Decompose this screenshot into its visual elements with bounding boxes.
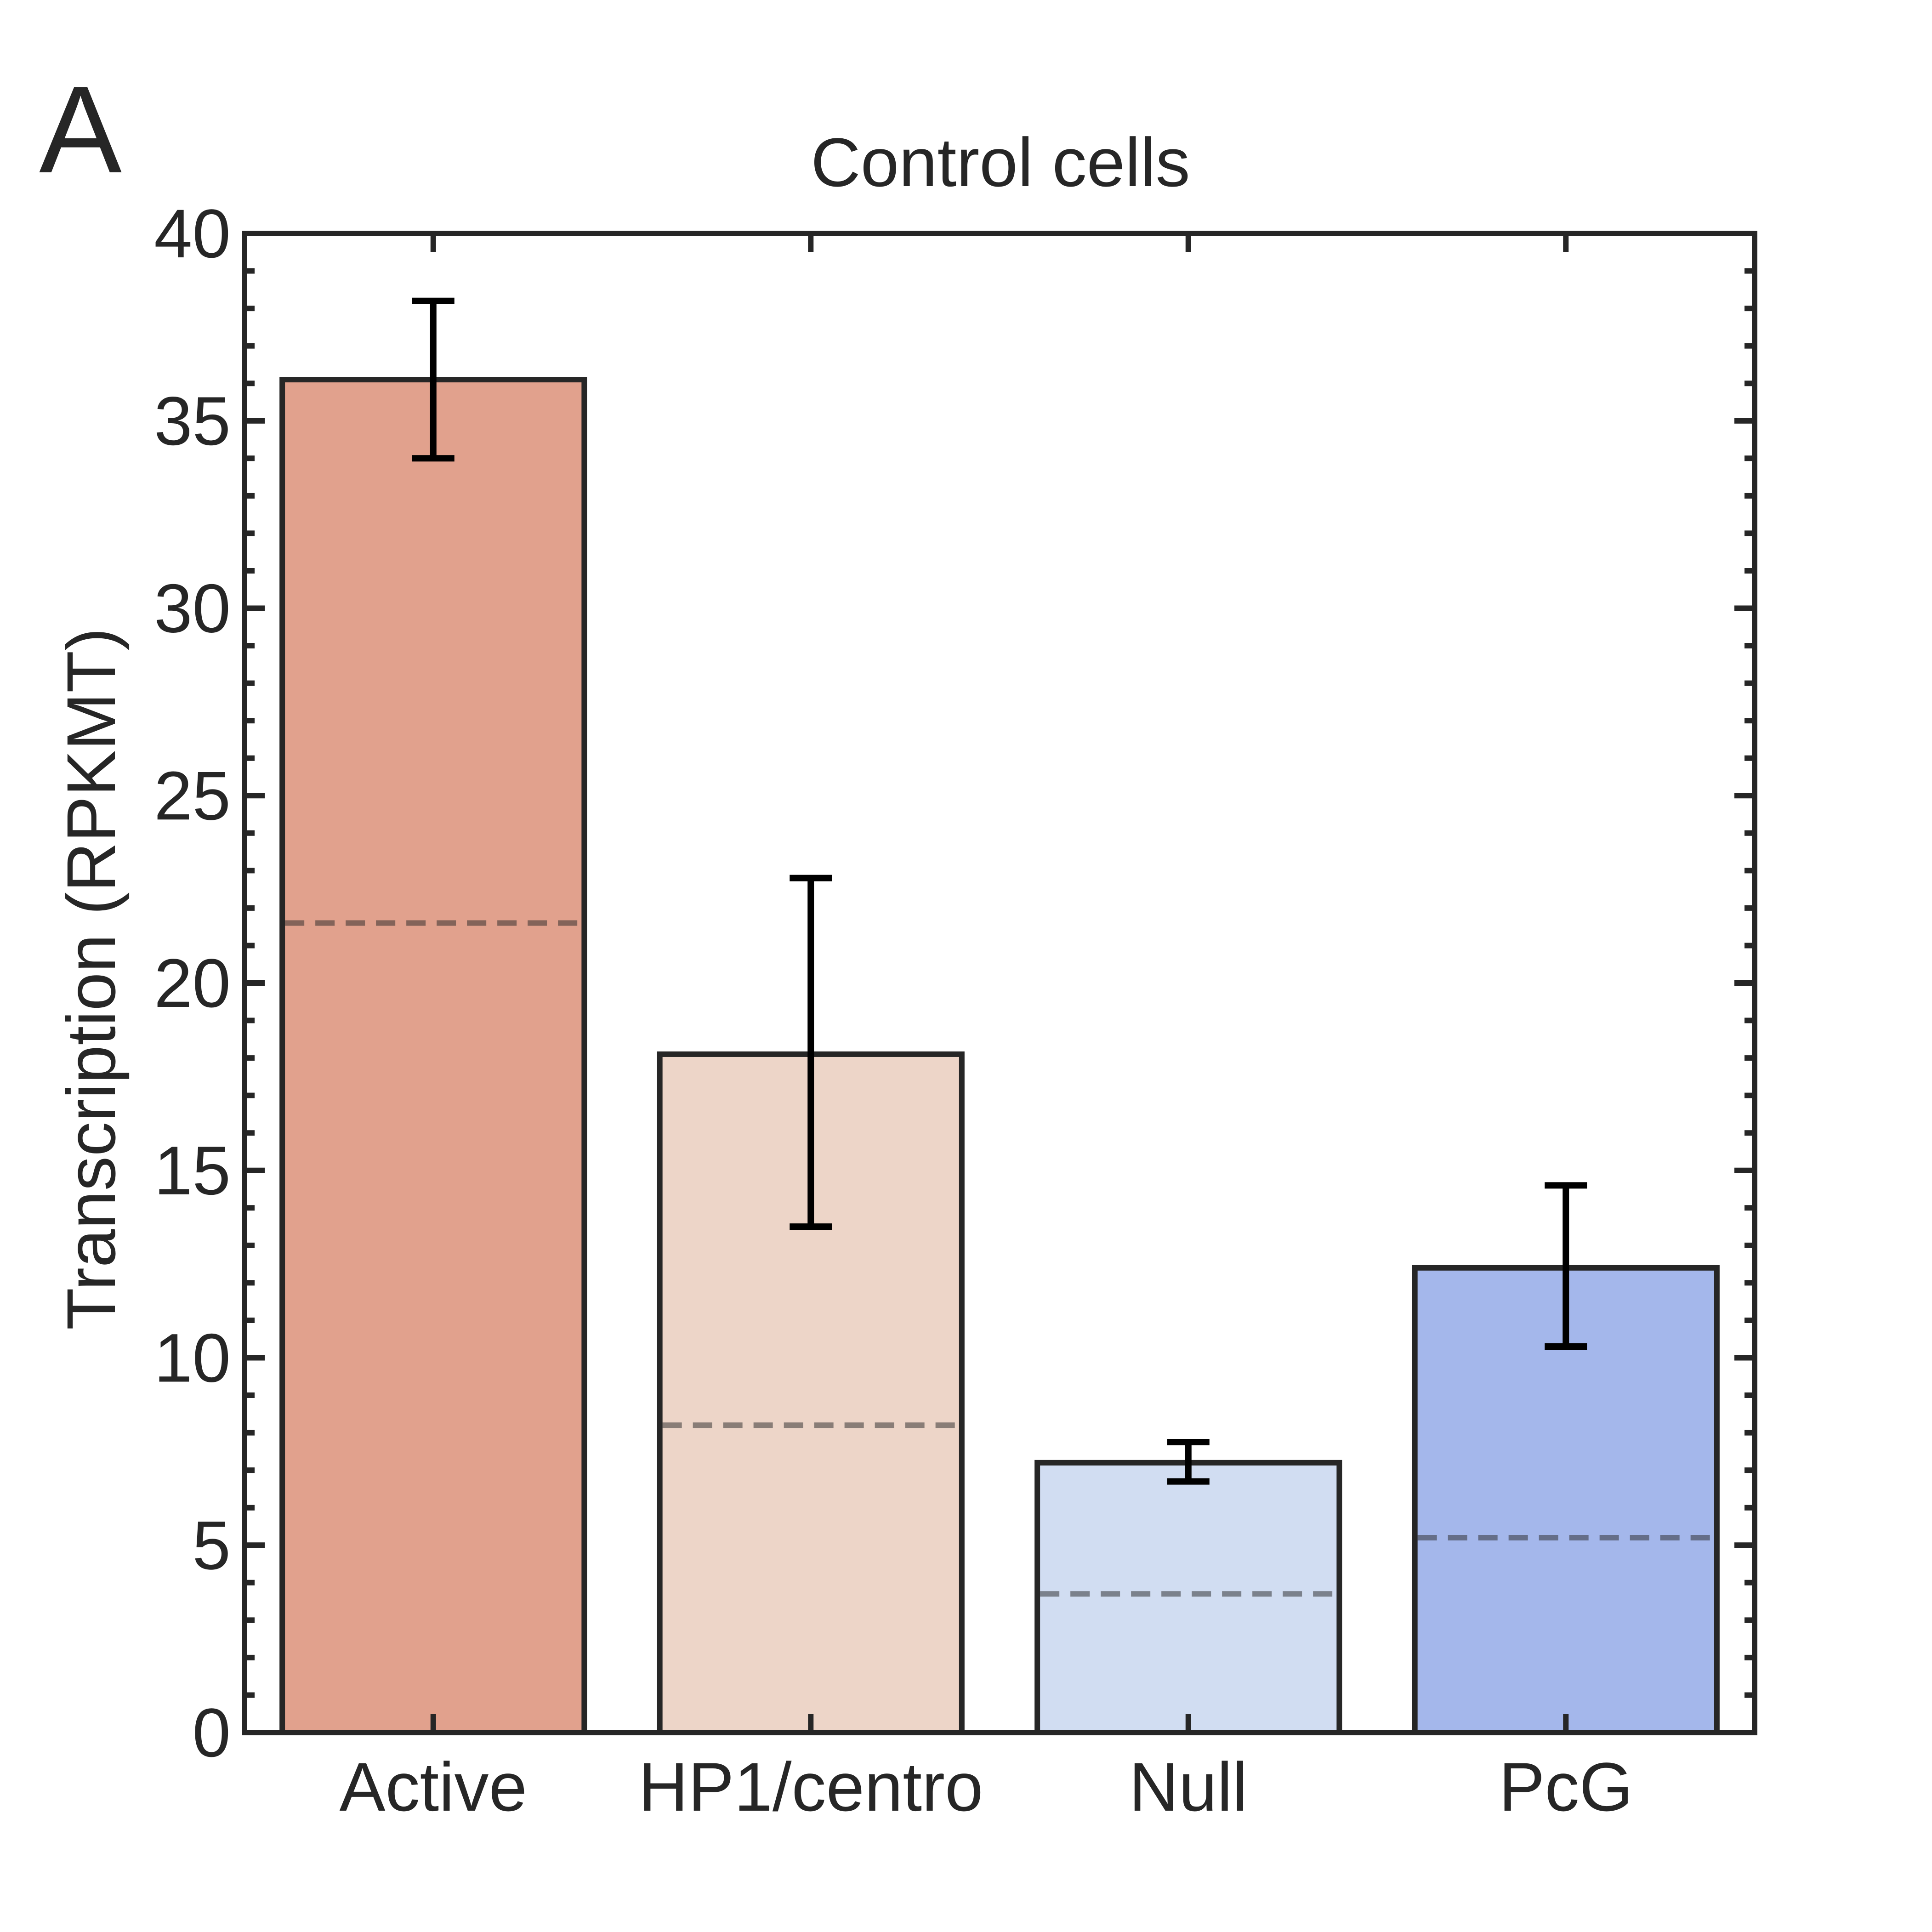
y-axis-label: Transcription (RPKMT) [52,628,130,1330]
plot-area: Active HP1/centro Null PcG 0 5 10 15 20 25 30 35 40 [154,195,1757,1825]
y-tick-label: 15 [154,1132,231,1209]
x-tick-label-0: Active [340,1748,527,1825]
chart-title: Control cells [811,124,1190,201]
y-tick-label: 10 [154,1319,231,1397]
y-tick-label: 40 [154,195,231,272]
panel-label: A [39,61,122,199]
x-tick-label-1: HP1/centro [638,1748,983,1825]
y-tick-label: 35 [154,382,231,460]
y-tick-label: 0 [193,1694,231,1771]
x-tick-label-2: Null [1129,1748,1248,1825]
x-tick-label-3: PcG [1499,1748,1633,1825]
y-tick-label: 30 [154,570,231,647]
y-tick-label: 5 [193,1506,231,1584]
axes-frame [242,231,1757,1735]
y-tick-label: 20 [154,944,231,1022]
y-tick-label: 25 [154,757,231,834]
bar-2 [1034,1460,1342,1736]
bar-0 [279,377,587,1736]
